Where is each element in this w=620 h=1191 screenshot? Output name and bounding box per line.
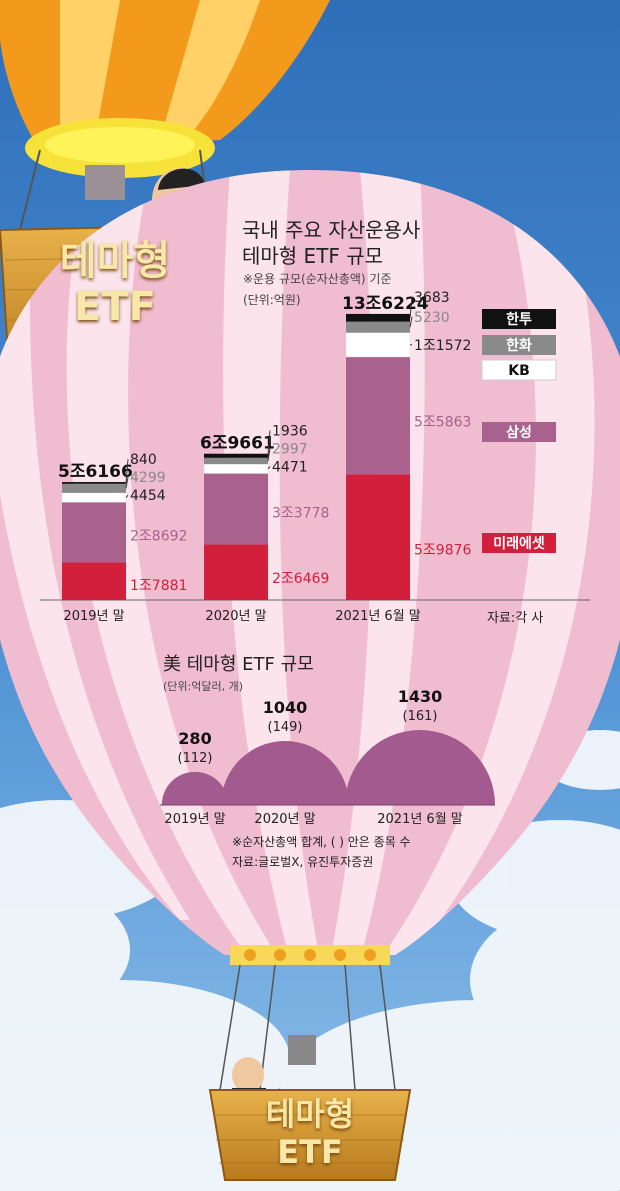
bar-segment-KB (61, 492, 127, 503)
leader-line (409, 296, 413, 318)
segment-label: 4471 (272, 459, 308, 475)
segment-label: 1조7881 (130, 578, 187, 594)
bar-segment-KB (345, 332, 411, 358)
top-basket-label: 테마형 ETF (20, 238, 210, 330)
segment-label: 1조1572 (414, 338, 471, 354)
leader-line (267, 466, 271, 470)
bottom-basket-line2: ETF (277, 1133, 343, 1171)
bar-segment-한투 (346, 313, 410, 322)
segment-label: 5조9876 (414, 543, 472, 559)
legend-swatch (482, 335, 556, 355)
legend-swatch (481, 359, 557, 381)
leader-line (267, 430, 271, 456)
legend-label: 삼성 (506, 425, 532, 441)
segment-label: 5조5863 (414, 414, 471, 430)
domestic-bar-chart: 2019년 말 5조6166 1조7881 2조8692 4454 4299 840 2020… (40, 290, 590, 624)
us-dome (221, 741, 349, 805)
legend-label: KB (508, 363, 530, 379)
x-tick-label: 2019년 말 (63, 609, 124, 624)
bar-segment-한화 (62, 483, 126, 493)
x-tick-label: 2021년 6월 말 (335, 609, 421, 624)
bar-segment-삼성 (346, 356, 410, 475)
us-count-label: (112) (178, 751, 213, 766)
bar-segment-삼성 (204, 473, 268, 545)
segment-label: 3683 (414, 290, 450, 306)
us-dome (161, 771, 229, 805)
legend-label: 미래에셋 (493, 535, 545, 552)
us-title: 美 테마형 ETF 규모 (163, 654, 314, 675)
legend-label: 한화 (506, 338, 532, 354)
segment-label: 4454 (130, 488, 166, 504)
bar-segment-한투 (62, 482, 126, 484)
bottom-basket-label: 테마형 ETF (215, 1095, 405, 1171)
us-unit: (단위:억달러, 개) (163, 680, 244, 693)
legend-swatch (482, 309, 556, 329)
segment-label: 1936 (272, 423, 308, 439)
bar-segment-미래에셋 (62, 562, 126, 600)
segment-label: 4299 (130, 470, 166, 486)
legend-swatch (482, 533, 556, 553)
us-source: 자료:글로벌X, 유진투자증권 (232, 855, 374, 869)
bar-segment-한투 (204, 453, 268, 458)
bottom-basket-shape (208, 1089, 412, 1181)
total-label: 6조9661 (200, 434, 275, 454)
legend-label: 한투 (506, 312, 532, 328)
leader-line (267, 448, 271, 462)
bar-segment-미래에셋 (346, 474, 410, 600)
total-label: 13조6224 (342, 294, 429, 314)
segment-label: 2조6469 (272, 571, 329, 587)
x-tick-label: 2019년 말 (164, 812, 225, 827)
top-basket-line2: ETF (74, 284, 156, 330)
domestic-unit: (단위:억원) (243, 293, 301, 307)
segment-label: 3조3778 (272, 505, 329, 521)
domestic-note: ※운용 규모(순자산총액) 기준 (243, 272, 392, 286)
domestic-source: 자료:각 사 (487, 611, 544, 626)
us-dome (345, 730, 495, 805)
bar-segment-삼성 (62, 502, 126, 563)
us-count-label: (161) (403, 709, 438, 724)
segment-label: 2조8692 (130, 528, 187, 544)
bottom-basket-line1: 테마형 (265, 1095, 355, 1133)
total-label: 5조6166 (58, 462, 133, 482)
us-note: ※순자산총액 합계, ( ) 안은 종목 수 (232, 835, 411, 849)
us-value-label: 1430 (398, 687, 443, 706)
segment-label: 840 (130, 452, 157, 468)
leader-line (125, 477, 129, 489)
bar-segment-한화 (346, 321, 410, 333)
us-value-label: 1040 (263, 698, 308, 717)
us-bubble-chart: 280 (112) 2019년 말 1040 (149) 2020년 말 1430 (161)… (160, 687, 495, 827)
bar-segment-미래에셋 (204, 544, 268, 600)
bar-segment-KB (203, 463, 269, 474)
us-value-label: 280 (178, 729, 211, 748)
top-basket-line1: 테마형 (59, 238, 171, 284)
leader-line (125, 459, 129, 483)
x-tick-label: 2020년 말 (205, 609, 266, 624)
domestic-title-line1: 국내 주요 자산운용사 (242, 218, 421, 242)
x-tick-label: 2021년 6월 말 (377, 812, 463, 827)
bar-segment-한화 (204, 457, 268, 465)
x-tick-label: 2020년 말 (254, 812, 315, 827)
domestic-title-line2: 테마형 ETF 규모 (242, 244, 384, 268)
legend-swatch (482, 422, 556, 442)
leader-line (409, 316, 413, 328)
segment-label: 2997 (272, 441, 308, 457)
leader-line (125, 494, 129, 498)
us-count-label: (149) (268, 720, 303, 735)
segment-label: 5230 (414, 310, 450, 326)
